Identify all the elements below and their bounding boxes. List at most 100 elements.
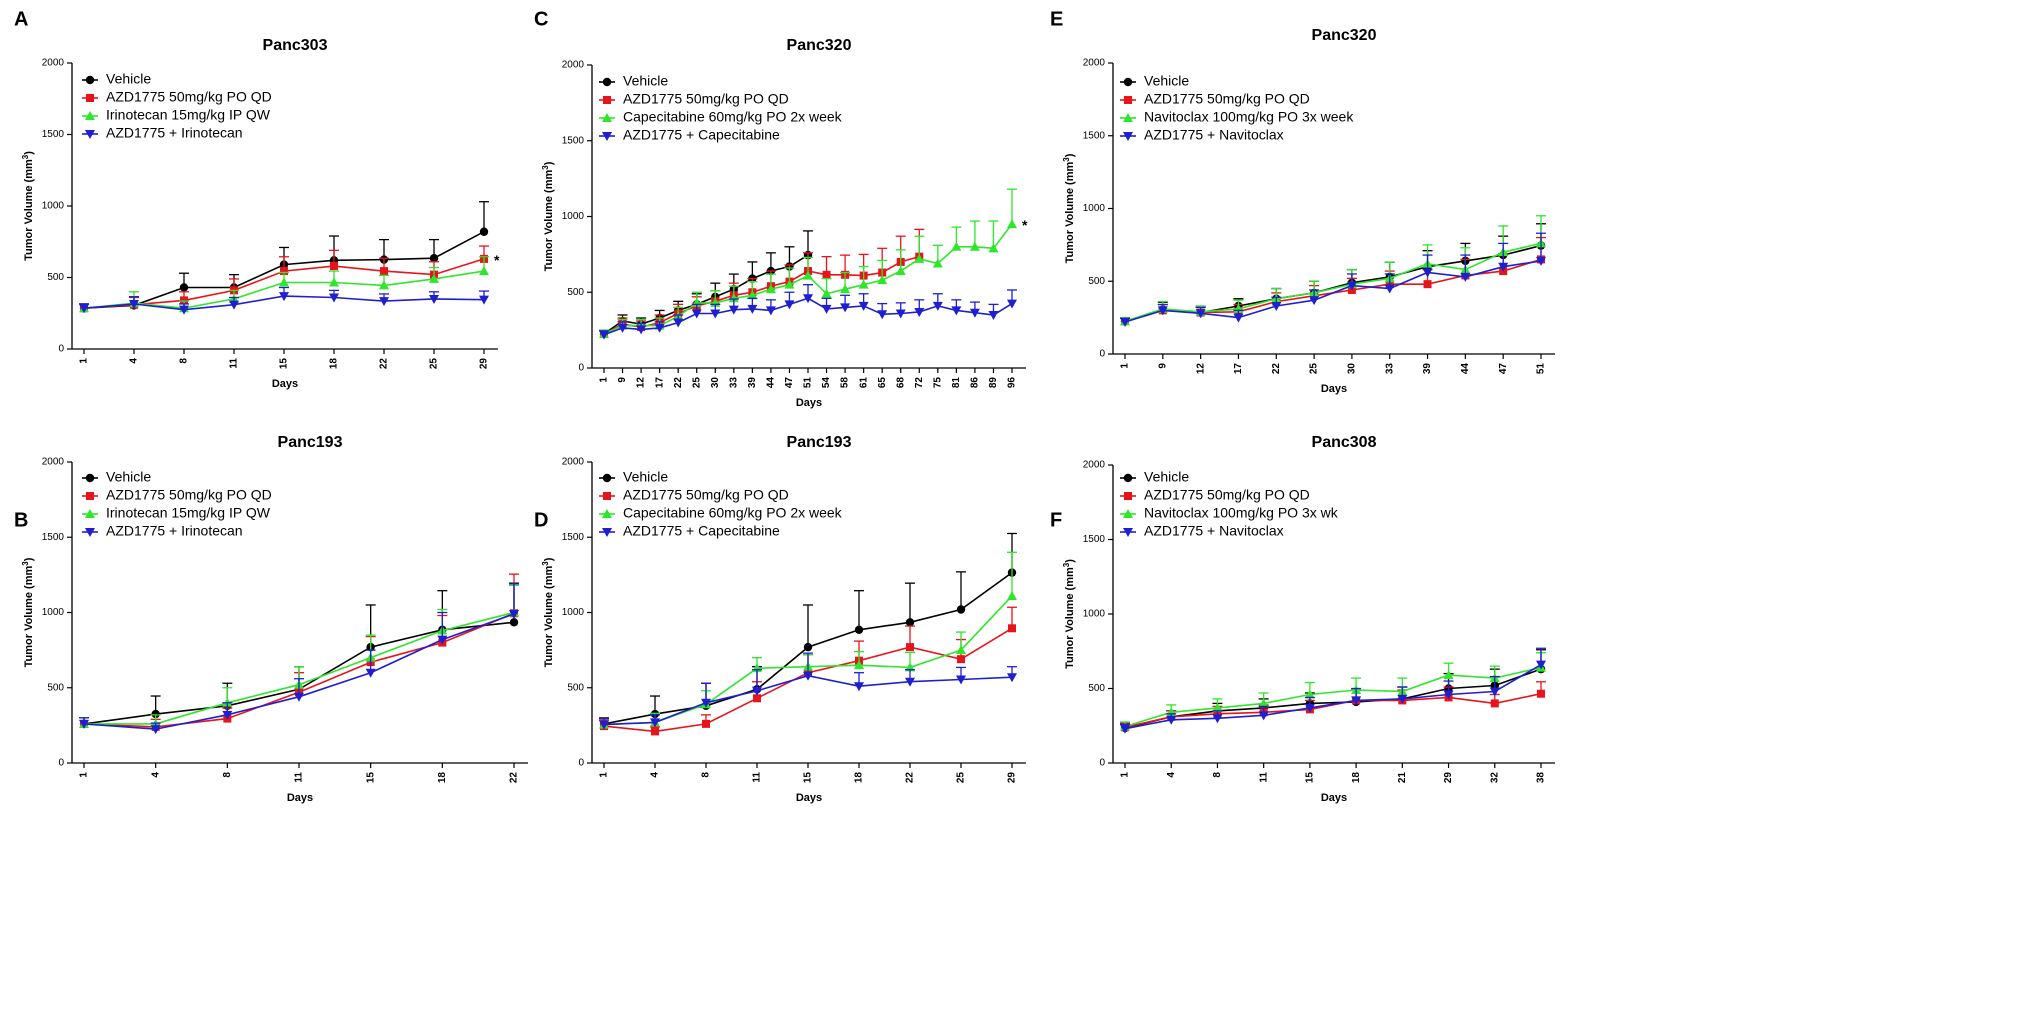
y-axis-label-text: Tumor Volume (mm bbox=[23, 159, 35, 261]
panel-b: B Panc193 0 500 1000 1500 2000 1 4 8 11 15 18 22 Days T… bbox=[14, 434, 528, 804]
data-point bbox=[969, 241, 980, 251]
panel-label: F bbox=[1050, 509, 1062, 531]
x-tick-label: 58 bbox=[840, 377, 851, 389]
x-tick-label: 18 bbox=[854, 772, 865, 784]
x-tick-label: 4 bbox=[150, 772, 161, 778]
x-tick-label: 25 bbox=[429, 358, 440, 370]
data-point bbox=[636, 325, 647, 335]
legend-marker bbox=[85, 473, 95, 483]
data-point bbox=[752, 686, 762, 696]
x-tick-label: 54 bbox=[821, 377, 832, 389]
panel-label: A bbox=[14, 8, 28, 30]
y-axis-label: Tumor Volume (mm3) bbox=[21, 557, 35, 667]
x-tick-label: 21 bbox=[1397, 772, 1408, 784]
x-tick-label: 25 bbox=[691, 377, 702, 389]
y-axis-label-end: ) bbox=[23, 557, 35, 561]
data-point bbox=[1258, 698, 1269, 708]
data-point bbox=[877, 310, 888, 320]
data-point bbox=[429, 253, 439, 263]
chart-title: Panc320 bbox=[1312, 27, 1377, 44]
y-tick-label: 1500 bbox=[42, 532, 65, 543]
x-tick-label: 25 bbox=[956, 772, 967, 784]
data-point bbox=[279, 292, 289, 302]
data-point bbox=[509, 610, 519, 620]
data-point bbox=[753, 694, 761, 703]
legend-marker bbox=[602, 528, 612, 537]
data-point bbox=[803, 270, 813, 280]
x-tick-label: 4 bbox=[650, 772, 661, 778]
data-point bbox=[129, 299, 139, 309]
y-axis-label-text: Tumor Volume (mm bbox=[1064, 162, 1076, 264]
legend-label: AZD1775 50mg/kg PO QD bbox=[106, 487, 272, 503]
x-tick-label: 61 bbox=[858, 377, 869, 389]
legend-marker bbox=[603, 96, 611, 104]
x-tick-label: 39 bbox=[747, 377, 758, 389]
y-tick-label: 500 bbox=[47, 682, 64, 693]
legend-marker bbox=[85, 130, 95, 139]
y-tick-label: 0 bbox=[1099, 349, 1105, 360]
x-tick-label: 9 bbox=[617, 377, 628, 383]
legend: Vehicle AZD1775 50mg/kg PO QD Irinotecan 1… bbox=[82, 71, 272, 141]
legend-label: AZD1775 + Navitoclax bbox=[1144, 523, 1284, 539]
legend-marker bbox=[86, 492, 94, 500]
y-axis-label-superscript: 3 bbox=[21, 154, 30, 159]
x-tick-label: 8 bbox=[179, 358, 190, 364]
data-point bbox=[79, 304, 89, 314]
data-point bbox=[1304, 703, 1315, 713]
x-tick-label: 22 bbox=[905, 772, 916, 784]
x-tick-label: 22 bbox=[509, 772, 520, 784]
x-tick-label: 75 bbox=[932, 377, 943, 389]
panel-a: A Panc303 0 500 1000 1500 2000 1 4 8 11 15 18 22 25 29 D… bbox=[14, 8, 500, 390]
x-tick-label: 47 bbox=[784, 377, 795, 389]
data-point bbox=[1120, 317, 1130, 327]
data-point bbox=[728, 293, 739, 303]
series-azd1775-navitoclax bbox=[1120, 647, 1546, 734]
x-tick-label: 1 bbox=[599, 772, 610, 778]
panel-e: E Panc320 0 500 1000 1500 2000 1 9 12 17 22 25 30 33 39… bbox=[1050, 8, 1555, 395]
panel-d: D Panc193 0 500 1000 1500 2000 1 4 8 11 15 18 22 25 29 D… bbox=[534, 434, 1026, 804]
data-point bbox=[728, 305, 739, 315]
data-point bbox=[599, 720, 609, 730]
legend-label: Irinotecan 15mg/kg IP QW bbox=[106, 505, 271, 521]
data-point bbox=[1443, 670, 1454, 680]
data-point bbox=[905, 677, 915, 687]
legend-label: AZD1775 + Navitoclax bbox=[1144, 127, 1284, 143]
data-point bbox=[650, 718, 660, 728]
data-point bbox=[747, 304, 758, 314]
series-azd1775-capecitabine bbox=[599, 652, 1017, 730]
data-point bbox=[651, 727, 659, 736]
data-point bbox=[294, 692, 304, 702]
x-tick-label: 4 bbox=[1166, 772, 1177, 778]
x-axis-label: Days bbox=[796, 792, 822, 804]
data-point bbox=[895, 309, 906, 319]
data-point bbox=[956, 605, 966, 614]
legend-marker bbox=[602, 77, 612, 87]
data-point bbox=[854, 625, 864, 635]
data-point bbox=[951, 241, 962, 251]
series-vehicle bbox=[599, 532, 1017, 729]
data-point bbox=[329, 277, 339, 287]
x-tick-label: 72 bbox=[914, 377, 925, 389]
x-tick-label: 8 bbox=[701, 772, 712, 778]
x-tick-label: 65 bbox=[877, 377, 888, 389]
x-tick-label: 44 bbox=[766, 377, 777, 389]
x-axis-label: Days bbox=[1321, 792, 1347, 804]
data-point bbox=[365, 668, 376, 678]
y-tick-label: 1500 bbox=[562, 532, 585, 543]
data-point bbox=[957, 655, 965, 664]
panel-label: E bbox=[1050, 8, 1063, 30]
data-point bbox=[951, 306, 962, 316]
data-point bbox=[765, 284, 776, 294]
panel-label: B bbox=[14, 509, 28, 531]
data-point bbox=[765, 306, 776, 316]
data-point bbox=[803, 294, 813, 304]
x-tick-label: 1 bbox=[599, 377, 610, 383]
legend-label: Irinotecan 15mg/kg IP QW bbox=[106, 107, 271, 123]
legend-marker bbox=[1124, 492, 1132, 500]
data-point bbox=[1195, 309, 1206, 319]
legend-marker bbox=[85, 111, 95, 120]
x-tick-label: 8 bbox=[222, 772, 233, 778]
data-point bbox=[840, 303, 851, 313]
legend-label: Navitoclax 100mg/kg PO 3x wk bbox=[1144, 505, 1339, 521]
x-tick-label: 22 bbox=[673, 377, 684, 389]
